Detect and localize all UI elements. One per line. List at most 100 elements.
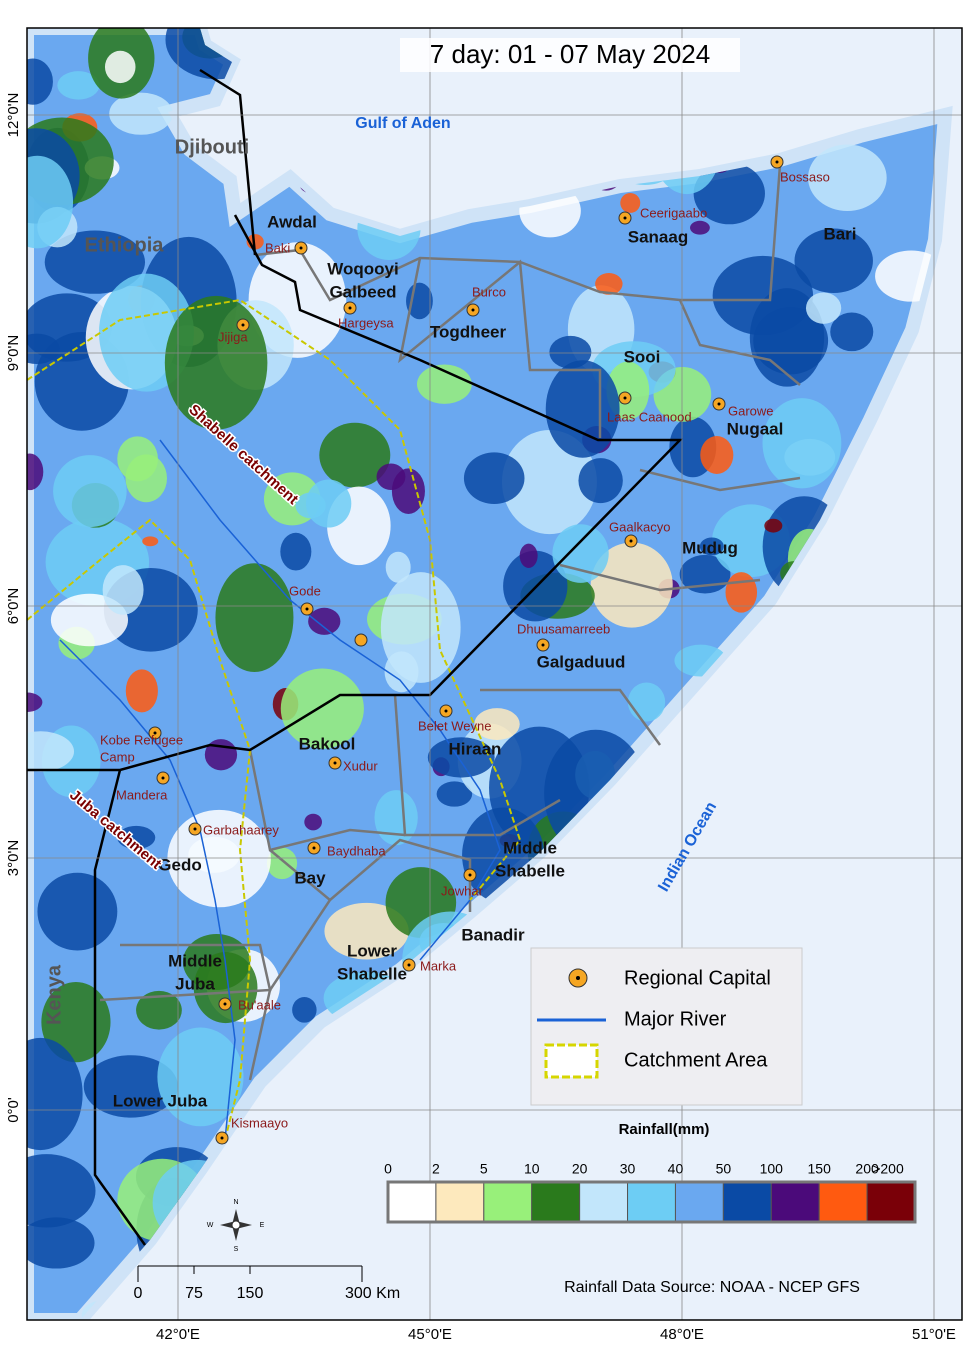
rain-patch (427, 737, 495, 778)
legend-catchment-symbol (544, 1043, 599, 1079)
rain-patch (306, 479, 352, 528)
rain-patch (690, 220, 710, 235)
capital-label: Jowhar (441, 883, 484, 898)
capital-label: Mandera (116, 787, 168, 802)
legend-item: Catchment Area (624, 1049, 768, 1071)
country-label: Ethiopia (85, 234, 165, 256)
region-label: Middle (168, 951, 222, 970)
latitude-label: 0°0' (5, 1097, 22, 1123)
rain-patch (53, 455, 127, 528)
capital-dot (161, 776, 165, 780)
rain-patch (385, 551, 411, 583)
capital-dot (775, 160, 779, 164)
capital-dot (220, 1136, 224, 1140)
rain-patch (764, 518, 783, 533)
legend-item: Major River (624, 1008, 727, 1030)
rain-patch (699, 537, 724, 556)
rain-patch (109, 92, 173, 135)
longitude-label: 45°0'E (408, 1326, 452, 1343)
longitude-label: 42°0'E (156, 1326, 200, 1343)
rain-patch (27, 1154, 96, 1228)
region-label: Hiraan (449, 739, 502, 758)
capital-dot (623, 216, 627, 220)
region-label: Sooi (624, 347, 661, 366)
capital-dot (153, 731, 157, 735)
rain-patch (700, 436, 734, 474)
rain-patch (57, 71, 100, 100)
rain-patch (391, 468, 425, 514)
capital-label: Gode (289, 583, 321, 598)
region-label: Mudug (682, 538, 738, 557)
capital-label: Dhuusamarreeb (517, 621, 610, 636)
scale-label: 150 (237, 1285, 264, 1302)
region-label: Togdheer (430, 322, 507, 341)
latitude-label: 12°0'N (5, 93, 22, 138)
scale-label: 300 Km (345, 1285, 400, 1302)
source: Rainfall Data Source: NOAA - NCEP GFS (564, 1279, 860, 1296)
rain-patch (762, 398, 842, 489)
rain-patch (725, 572, 758, 613)
color-bar-border (386, 1180, 917, 1224)
capital-dot (312, 846, 316, 850)
compass-letter: S (234, 1246, 239, 1253)
region-label: Woqooyi (327, 259, 398, 278)
capital-label: Ceerigaabo (640, 205, 707, 220)
color-bin-label: 0 (384, 1161, 392, 1177)
compass (220, 1209, 252, 1241)
compass-letter: N (233, 1199, 238, 1206)
rain-patch (308, 607, 341, 635)
color-bin (722, 1181, 772, 1223)
rain-patch (474, 708, 520, 741)
color-bin (674, 1181, 724, 1223)
region-label: Gedo (158, 855, 201, 874)
region-label: Shabelle (495, 861, 565, 880)
capital-label: Garowe (728, 403, 774, 418)
rain-patch (102, 565, 144, 615)
rain-patch (519, 543, 538, 568)
rain-patch (157, 1027, 244, 1127)
capital-label: Hargeysa (338, 315, 394, 330)
rain-patch (27, 453, 44, 491)
latitude-label: 3°0'N (5, 840, 22, 876)
capital-dot (223, 1002, 227, 1006)
region-label: Awdal (267, 212, 317, 231)
rain-patch (27, 1217, 95, 1269)
capital-label: Kobe Refugee (100, 732, 183, 747)
rain-patch (44, 230, 146, 294)
color-bin-label: 50 (716, 1161, 732, 1177)
country-label: Kenya (43, 964, 65, 1025)
capital-marker (354, 633, 368, 647)
scale-label: 75 (185, 1285, 203, 1302)
rain-patch (27, 731, 75, 772)
capital-dot (348, 306, 352, 310)
region-label: Shabelle (337, 964, 407, 983)
region-label: Middle (503, 838, 557, 857)
rain-patch (805, 292, 842, 324)
rain-patch (304, 813, 322, 831)
latitude-label: 9°0'N (5, 335, 22, 371)
region-label: Juba (175, 974, 215, 993)
rain-patch (319, 422, 391, 488)
color-bin (866, 1181, 916, 1223)
rain-patch (27, 1037, 83, 1151)
capital-label: Bossaso (780, 169, 830, 184)
color-bin-label: 150 (808, 1161, 832, 1177)
capital-label: Gaalkacyo (609, 519, 670, 534)
rain-patch (292, 997, 317, 1023)
capital-label: Baki (265, 240, 290, 255)
rain-patch (37, 872, 118, 951)
rain-patch (280, 532, 312, 571)
rain-patch (552, 524, 609, 583)
color-bin-label: 200 (855, 1161, 879, 1177)
scale-label: 0 (134, 1285, 143, 1302)
scale-bar: 0 75 150 300 Km (134, 1265, 400, 1302)
capital-label: Bu'aale (238, 997, 281, 1012)
capital-dot (623, 396, 627, 400)
capital-label: Xudur (343, 758, 378, 773)
capital-dot (193, 827, 197, 831)
rain-patch (41, 981, 111, 1063)
title-box (400, 38, 740, 72)
capital-dot (541, 643, 545, 647)
latitude-label: 6°0'N (5, 588, 22, 624)
region-label: Sanaag (628, 227, 688, 246)
